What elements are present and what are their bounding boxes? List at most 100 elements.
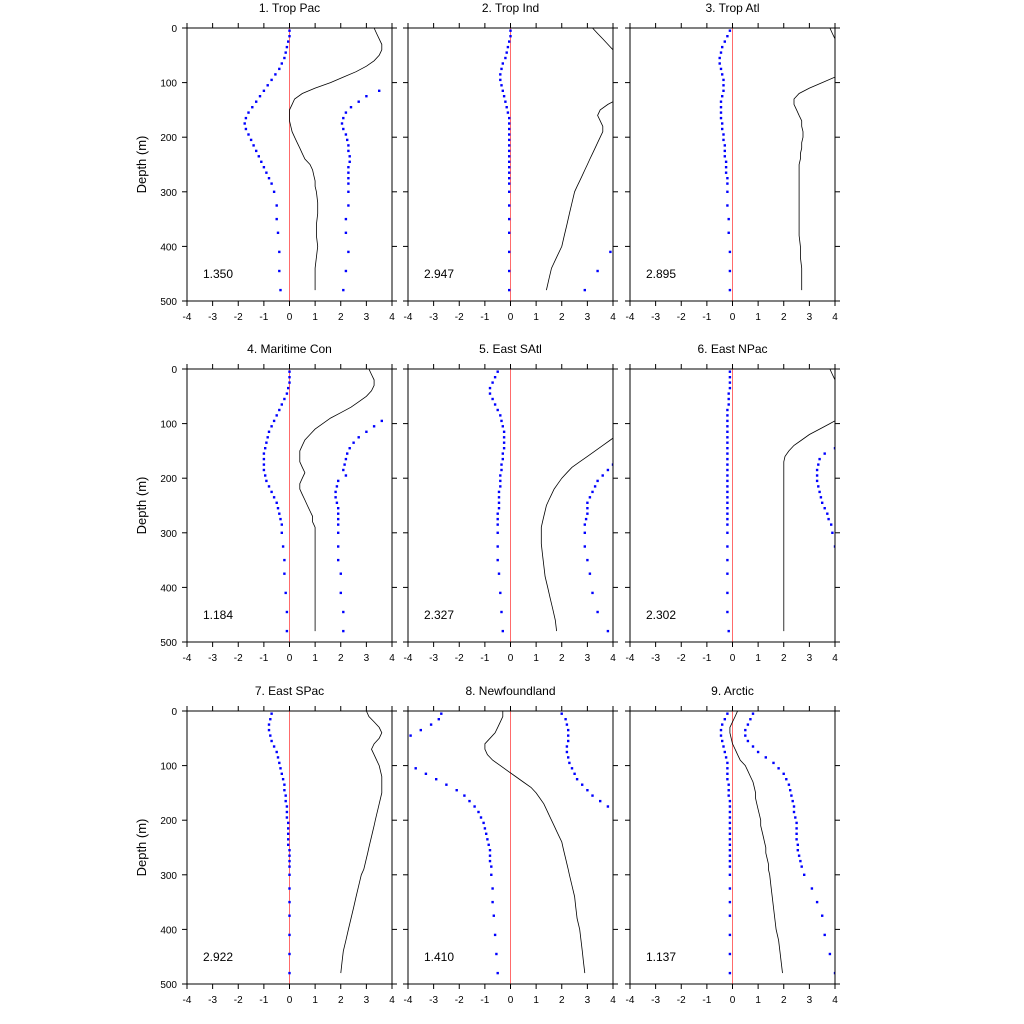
- x-tick-label: 3: [585, 312, 591, 323]
- data-dot: [502, 441, 506, 444]
- data-dot: [463, 794, 466, 797]
- data-dot: [279, 517, 282, 521]
- data-dot: [482, 821, 485, 825]
- data-dot: [496, 523, 499, 526]
- data-dot: [565, 723, 569, 726]
- data-dot: [267, 723, 271, 726]
- panel-5: 5. East SAtl -4 -3 -2 -1 0 1 2 3 4 2.327: [403, 342, 618, 664]
- data-dot: [288, 849, 291, 852]
- x-tick-label: -1: [259, 312, 268, 323]
- data-dot: [344, 217, 348, 221]
- x-tick-label: -2: [455, 653, 464, 664]
- data-dot: [334, 496, 337, 499]
- dots-right-series: [583, 250, 612, 292]
- data-dot: [583, 545, 586, 548]
- data-dot: [746, 723, 750, 726]
- data-dot: [262, 166, 266, 169]
- x-tick-label: -3: [208, 995, 217, 1006]
- data-dot: [764, 756, 767, 759]
- data-dot: [792, 805, 796, 808]
- data-dot: [288, 376, 291, 379]
- data-dot: [790, 794, 793, 797]
- data-dot: [818, 457, 821, 461]
- data-dot: [726, 501, 729, 504]
- data-dot: [508, 269, 511, 273]
- data-dot: [486, 838, 489, 841]
- data-dot: [280, 772, 283, 775]
- data-dot: [500, 468, 503, 472]
- data-dot: [445, 783, 448, 786]
- data-dot: [497, 490, 501, 494]
- x-tick-label: -4: [626, 995, 635, 1006]
- y-tick-label: 300: [160, 188, 177, 199]
- data-dot: [726, 485, 729, 488]
- data-dot: [606, 629, 610, 633]
- data-dot: [485, 832, 488, 835]
- dots-right-series: [815, 442, 844, 548]
- data-dot: [346, 452, 349, 455]
- data-dot: [726, 457, 729, 461]
- profile-curve: [484, 711, 586, 974]
- data-dot: [404, 762, 406, 764]
- data-dot: [343, 463, 346, 466]
- data-dot: [611, 463, 613, 466]
- data-dot: [272, 190, 276, 193]
- x-tick-label: 1: [312, 653, 318, 664]
- profile-curve: [729, 711, 783, 974]
- y-tick-label: 200: [160, 133, 177, 144]
- data-dot: [726, 767, 729, 770]
- data-dot: [728, 250, 732, 254]
- data-dot: [719, 51, 723, 54]
- data-dot: [493, 933, 497, 937]
- data-dot: [283, 558, 286, 562]
- data-dot: [721, 122, 724, 125]
- data-dot: [281, 778, 285, 781]
- data-dot: [284, 51, 287, 54]
- data-dot: [728, 859, 732, 863]
- data-dot: [723, 144, 726, 147]
- dots-left-series: [243, 29, 291, 292]
- data-dot: [842, 442, 844, 444]
- data-dot: [586, 512, 589, 515]
- data-dot: [496, 558, 499, 562]
- data-dot: [288, 971, 291, 975]
- data-dot: [347, 190, 350, 193]
- data-dot: [262, 463, 266, 466]
- data-dot: [796, 843, 799, 846]
- data-dot: [267, 177, 271, 180]
- x-tick-label: 0: [287, 995, 293, 1006]
- data-dot: [508, 116, 511, 120]
- data-dot: [508, 149, 511, 153]
- data-dot: [493, 403, 497, 406]
- data-dot: [500, 463, 503, 466]
- data-dot: [726, 419, 729, 423]
- x-tick-label: 0: [508, 312, 514, 323]
- data-dot: [726, 436, 729, 439]
- x-tick-label: 0: [508, 653, 514, 664]
- data-dot: [342, 468, 345, 472]
- data-dot: [726, 430, 729, 433]
- data-dot: [508, 144, 511, 147]
- data-dot: [719, 728, 723, 732]
- data-dot: [722, 89, 725, 92]
- data-dot: [817, 463, 820, 466]
- dots-left-series: [718, 29, 732, 292]
- data-dot: [492, 914, 495, 917]
- data-dot: [500, 610, 503, 614]
- dots-right-series: [744, 712, 835, 975]
- data-dot: [723, 155, 726, 158]
- data-dot: [782, 772, 785, 775]
- data-dot: [342, 629, 345, 633]
- data-dot: [468, 799, 471, 803]
- data-dot: [347, 250, 350, 254]
- data-dot: [288, 873, 291, 876]
- data-dot: [728, 849, 732, 852]
- y-tick-label: 300: [160, 529, 177, 540]
- data-dot: [833, 545, 835, 548]
- data-dot: [262, 457, 266, 461]
- data-dot: [565, 745, 569, 748]
- data-dot: [596, 269, 599, 273]
- data-dot: [722, 138, 725, 142]
- x-tick-label: 3: [807, 995, 813, 1006]
- data-dot: [270, 78, 273, 82]
